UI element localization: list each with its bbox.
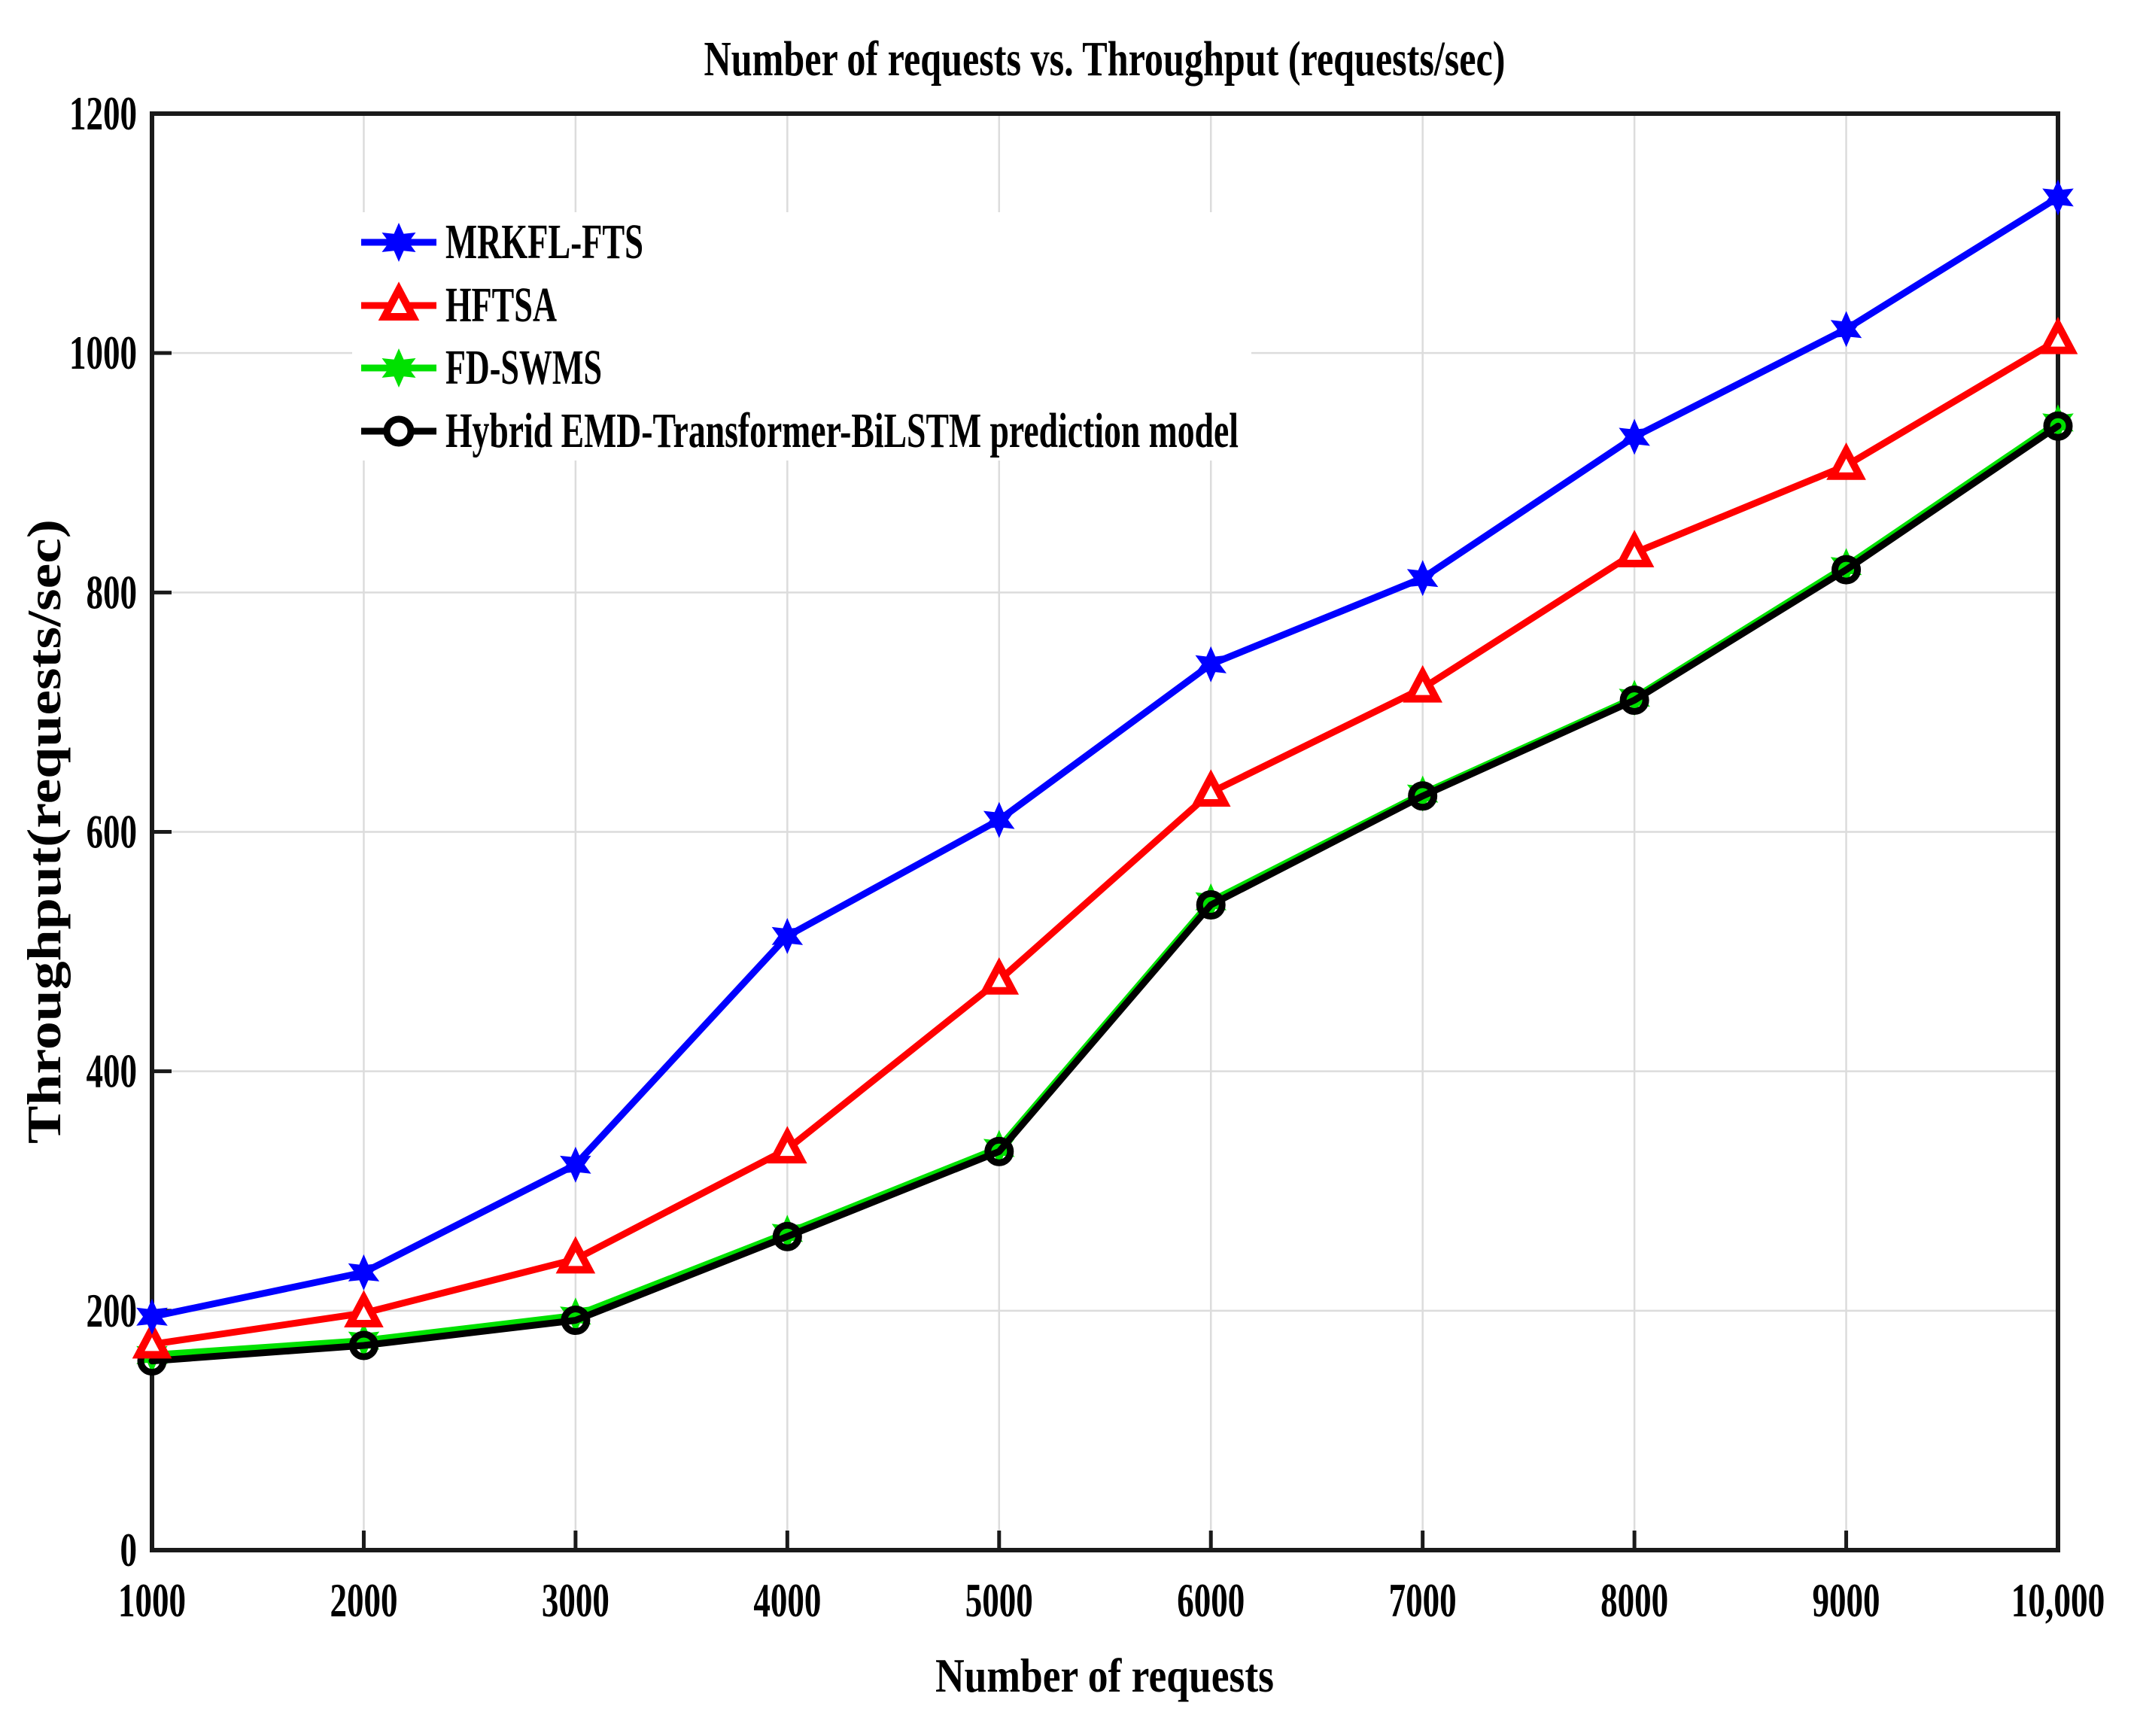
data-point-marker [771, 917, 804, 954]
data-point-marker [772, 1221, 802, 1251]
legend: MRKFL-FTS HFTSA FD-SWMS Hybrid EMD-Trans… [352, 212, 1251, 461]
x-tick-label: 7000 [1389, 1573, 1457, 1627]
data-point-marker [1408, 781, 1438, 811]
data-point-marker [2038, 316, 2078, 354]
data-point-marker [1830, 311, 1862, 348]
data-point-marker [1619, 686, 1649, 716]
data-point-marker [344, 1290, 384, 1328]
data-point-marker [1196, 890, 1226, 920]
data-point-marker [1403, 664, 1442, 703]
y-tick-label: 0 [120, 1523, 138, 1576]
x-tick-label: 9000 [1813, 1573, 1880, 1627]
data-point-marker [1195, 646, 1227, 683]
data-point-marker [348, 1254, 380, 1291]
data-point-marker [768, 1126, 807, 1164]
legend-item-fd-swms: FD-SWMS [361, 340, 602, 395]
data-point-marker [2042, 179, 2074, 216]
data-point-marker [983, 801, 1015, 838]
data-point-marker [984, 1136, 1014, 1166]
legend-label: HFTSA [445, 278, 557, 333]
legend-item-mrkfl-fts: MRKFL-FTS [361, 214, 643, 269]
x-axis-label: Number of requests [935, 1649, 1274, 1702]
series-hybrid-emd-transformer-bilstm-prediction-model [137, 411, 2073, 1376]
series-mrkfl-fts [136, 179, 2074, 1335]
y-axis-label: Throughput(requests/sec) [17, 519, 71, 1144]
data-point-marker [1826, 442, 1866, 480]
legend-background [352, 212, 1251, 461]
data-point-marker [348, 1330, 378, 1361]
data-point-marker [132, 1321, 172, 1359]
series-line [148, 336, 2062, 1348]
circle-marker-icon [383, 415, 415, 447]
triangle-marker-icon [378, 281, 420, 321]
y-tick-label: 1200 [69, 87, 137, 140]
hexagram-marker-icon [381, 348, 416, 388]
y-tick-label: 800 [87, 565, 138, 619]
legend-item-hybrid-emd-transformer-bilstm: Hybrid EMD-Transformer-BiLSTM prediction… [361, 403, 1239, 458]
legend-label: Hybrid EMD-Transformer-BiLSTM prediction… [445, 403, 1239, 458]
x-tick-label: 10,000 [2011, 1573, 2105, 1627]
data-point-marker [555, 1236, 596, 1274]
series-line [148, 422, 2062, 1365]
x-tick-label: 4000 [753, 1573, 821, 1627]
legend-item-hftsa: HFTSA [361, 278, 557, 333]
x-tick-label: 6000 [1177, 1573, 1245, 1627]
y-tick-label: 200 [87, 1284, 138, 1337]
chart-title: Number of requests vs. Throughput (reque… [704, 32, 1506, 87]
data-point-marker [136, 1298, 168, 1335]
data-point-marker [1831, 555, 1862, 585]
data-point-marker [1614, 530, 1655, 567]
x-tick-label: 2000 [330, 1573, 397, 1627]
data-point-marker [2043, 411, 2073, 441]
x-tick-label: 3000 [542, 1573, 609, 1627]
x-tick-label: 5000 [965, 1573, 1033, 1627]
legend-label: MRKFL-FTS [445, 214, 643, 269]
y-tick-label: 600 [87, 805, 138, 859]
data-point-marker [1406, 560, 1439, 597]
legend-label: FD-SWMS [445, 340, 602, 395]
data-point-marker [1619, 418, 1650, 455]
data-point-marker [979, 957, 1020, 995]
y-tick-label: 400 [87, 1044, 138, 1098]
y-tick-label: 1000 [69, 326, 137, 379]
data-point-marker [561, 1306, 591, 1336]
series-line [148, 193, 2062, 1321]
hexagram-marker-icon [381, 223, 416, 262]
data-point-marker [1190, 769, 1231, 807]
x-tick-label: 1000 [118, 1573, 186, 1627]
x-tick-label: 8000 [1600, 1573, 1668, 1627]
series-hftsa [132, 316, 2078, 1359]
data-point-marker [560, 1146, 591, 1183]
